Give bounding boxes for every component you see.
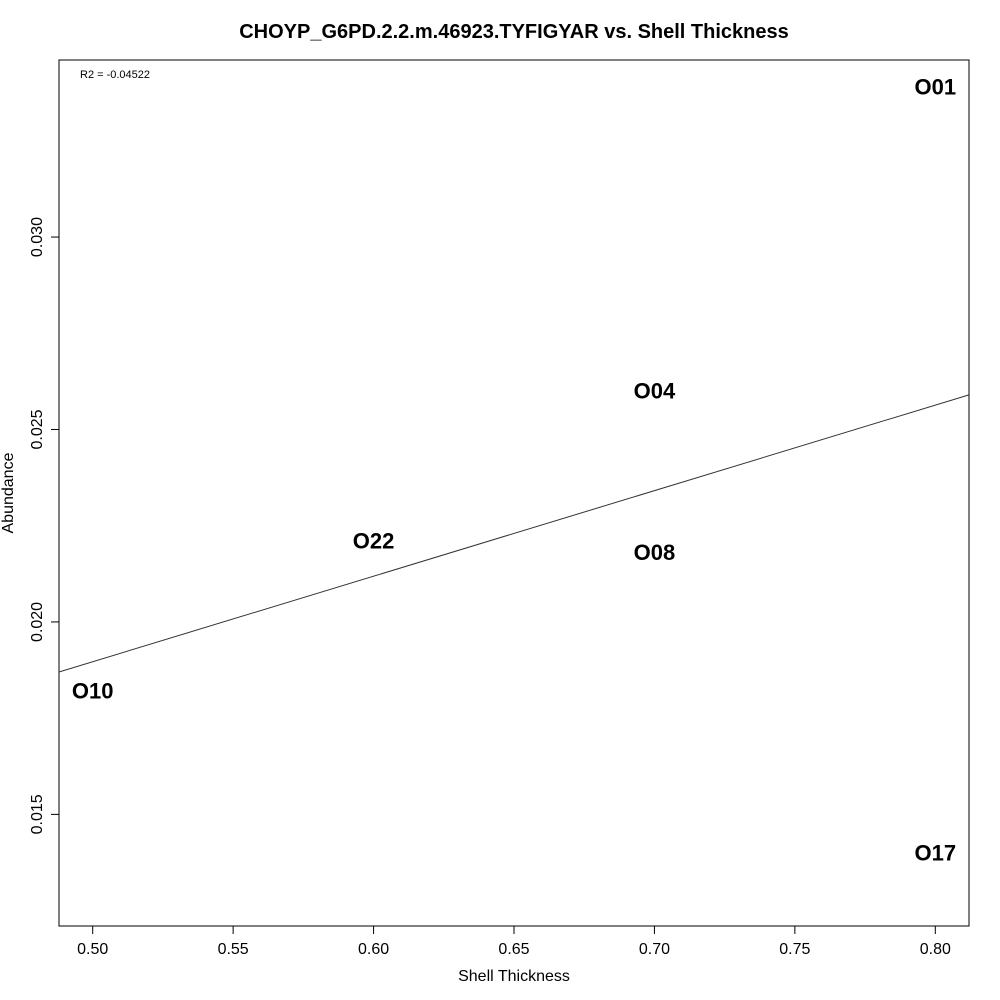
x-axis: 0.50 0.55 0.60 0.65 0.70 0.75 0.80 <box>77 926 951 958</box>
point-label-o10: O10 <box>72 679 114 704</box>
point-label-o08: O08 <box>634 540 676 565</box>
point-label-o17: O17 <box>914 840 956 865</box>
point-label-o01: O01 <box>914 74 956 99</box>
chart-title: CHOYP_G6PD.2.2.m.46923.TYFIGYAR vs. Shel… <box>239 21 789 43</box>
r2-annotation: R2 = -0.04522 <box>80 69 150 81</box>
x-tick-label: 0.60 <box>358 941 389 958</box>
plot-frame <box>58 59 970 927</box>
y-tick-label: 0.025 <box>29 409 46 449</box>
y-axis-label: Abundance <box>0 452 17 533</box>
point-label-o22: O22 <box>353 529 395 554</box>
x-tick-label: 0.55 <box>218 941 249 958</box>
y-tick-label: 0.015 <box>29 794 46 834</box>
point-label-o04: O04 <box>634 379 676 404</box>
x-tick-label: 0.65 <box>498 941 529 958</box>
data-points: O01 O04 O08 O22 O10 O17 <box>72 74 956 865</box>
x-tick-label: 0.80 <box>920 941 951 958</box>
y-tick-label: 0.030 <box>29 217 46 257</box>
x-tick-label: 0.75 <box>779 941 810 958</box>
x-tick-label: 0.70 <box>639 941 670 958</box>
x-axis-label: Shell Thickness <box>458 968 570 985</box>
x-tick-label: 0.50 <box>77 941 108 958</box>
y-tick-label: 0.020 <box>29 602 46 642</box>
y-axis: 0.015 0.020 0.025 0.030 <box>29 217 59 834</box>
regression-line <box>58 394 970 673</box>
